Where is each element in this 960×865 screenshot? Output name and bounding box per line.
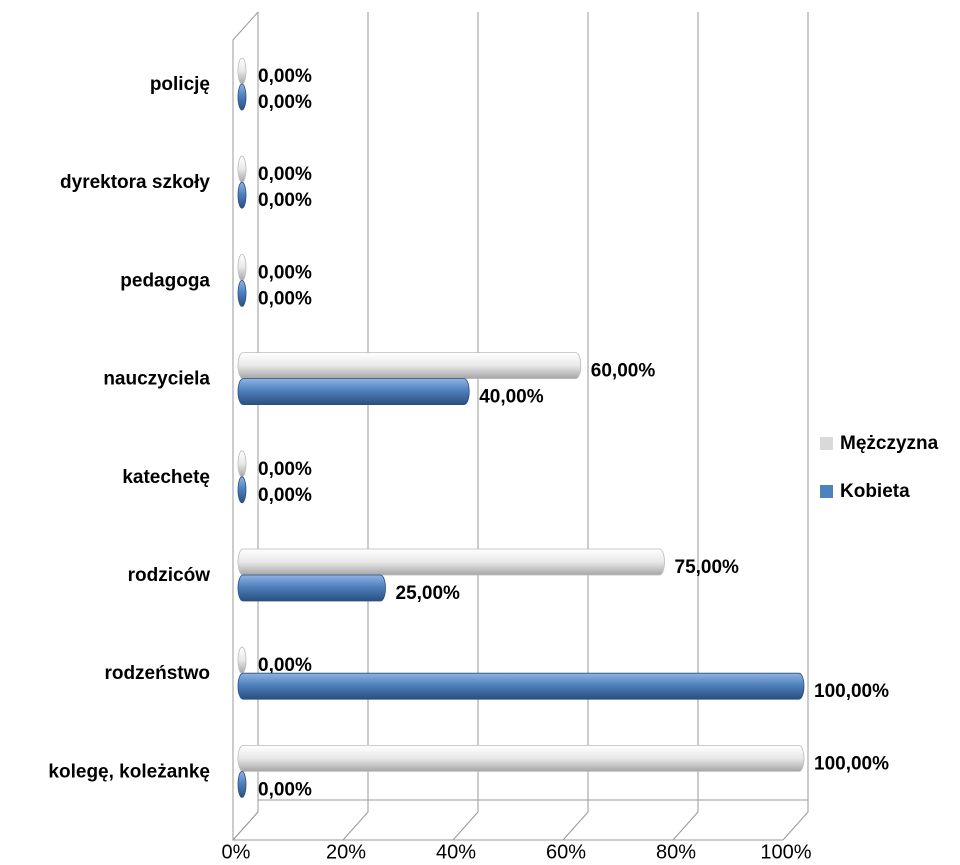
category-label: rodziców	[128, 565, 211, 586]
bar	[237, 181, 247, 209]
category-label: kolegę, koleżankę	[48, 761, 210, 782]
grid-line	[342, 12, 369, 841]
grid-line	[232, 12, 259, 841]
bar	[237, 253, 247, 281]
grid-line	[452, 12, 479, 841]
bar	[237, 57, 247, 85]
legend-swatch	[820, 437, 833, 450]
value-label: 100,00%	[814, 753, 889, 774]
category-label: dyrektora szkoły	[60, 172, 210, 193]
x-tick-label: 0%	[222, 841, 251, 863]
bar	[237, 672, 805, 700]
value-label: 0,00%	[258, 779, 312, 800]
bar	[237, 83, 247, 111]
category-label: nauczyciela	[103, 369, 210, 390]
bar	[237, 574, 386, 602]
bar	[237, 352, 582, 380]
x-tick-label: 40%	[436, 841, 476, 863]
value-label: 0,00%	[258, 485, 312, 506]
legend-swatch	[820, 485, 833, 498]
legend-label: Mężczyzna	[840, 433, 939, 454]
bar	[237, 279, 247, 307]
bar	[237, 646, 247, 674]
category-label: pedagoga	[120, 270, 210, 291]
bar	[237, 745, 805, 772]
bar	[237, 548, 665, 576]
bar	[237, 378, 470, 406]
value-label: 40,00%	[479, 387, 544, 408]
bar	[237, 476, 247, 504]
value-label: 100,00%	[814, 681, 889, 702]
grid-line	[672, 12, 699, 841]
category-label: katechetę	[122, 467, 210, 488]
bar	[237, 450, 247, 478]
value-label: 0,00%	[258, 262, 312, 283]
bar	[237, 155, 247, 183]
value-label: 0,00%	[258, 164, 312, 185]
x-tick-label: 80%	[656, 841, 696, 863]
axis-wall	[232, 11, 259, 842]
x-tick-label: 20%	[326, 841, 366, 863]
value-label: 0,00%	[258, 66, 312, 87]
value-label: 0,00%	[258, 190, 312, 211]
value-label: 75,00%	[675, 557, 740, 578]
category-label: rodzeństwo	[104, 663, 210, 684]
x-tick-label: 100%	[760, 841, 811, 863]
legend-label: Kobieta	[840, 481, 910, 502]
value-label: 0,00%	[258, 655, 312, 676]
value-label: 0,00%	[258, 459, 312, 480]
grid-line	[562, 12, 589, 841]
grid-line	[782, 12, 809, 841]
x-tick-label: 60%	[546, 841, 586, 863]
value-label: 0,00%	[258, 92, 312, 113]
category-label: policję	[150, 74, 210, 95]
value-label: 25,00%	[396, 583, 461, 604]
value-label: 0,00%	[258, 288, 312, 309]
value-label: 60,00%	[591, 361, 656, 382]
bar	[237, 771, 247, 798]
